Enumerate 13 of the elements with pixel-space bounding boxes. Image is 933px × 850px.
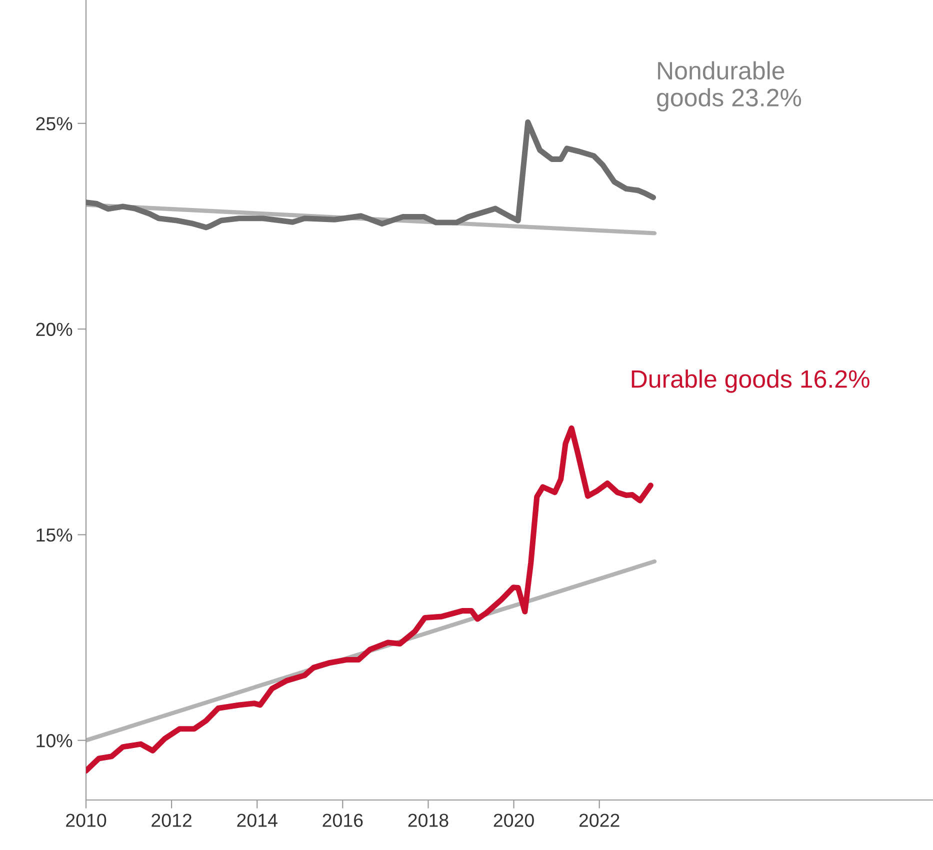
x-tick-label: 2012 <box>152 814 192 827</box>
x-tick-label: 2020 <box>494 814 534 827</box>
x-tick-label: 2014 <box>237 814 278 827</box>
y-tick-label: 10% <box>36 734 72 748</box>
x-tick-label: 2018 <box>408 814 448 827</box>
text: Nondurable goods 23.2% <box>657 61 802 112</box>
x-tick-label: 2016 <box>322 814 363 827</box>
x-tick-label: 2022 <box>579 814 620 827</box>
text: Durable goods 16.2% <box>632 370 870 393</box>
y-tick-label: 20% <box>36 322 72 336</box>
y-tick-label: 15% <box>36 528 72 542</box>
x-tick-label: 2010 <box>66 814 106 827</box>
y-tick-label: 25% <box>36 117 72 130</box>
